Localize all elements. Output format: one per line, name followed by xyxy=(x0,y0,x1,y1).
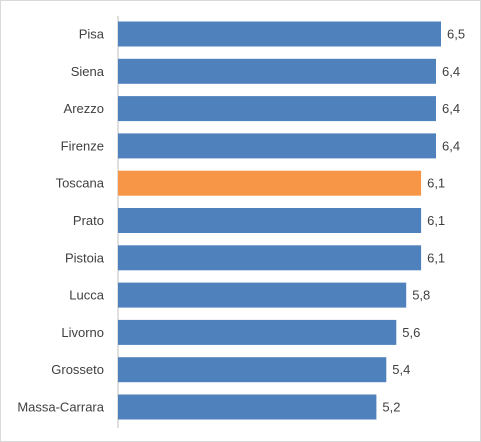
bar-lucca xyxy=(118,282,407,308)
category-label-prato: Prato xyxy=(73,213,104,228)
value-label-lucca: 5,8 xyxy=(412,288,430,303)
category-label-massa-carrara: Massa-Carrara xyxy=(17,400,104,415)
bar-toscana xyxy=(118,170,422,196)
value-label-grosseto: 5,4 xyxy=(392,362,410,377)
value-label-pistoia: 6,1 xyxy=(427,250,445,265)
category-label-arezzo: Arezzo xyxy=(64,101,104,116)
bar-massa-carrara xyxy=(118,394,377,420)
bar-prato xyxy=(118,208,422,233)
category-label-pistoia: Pistoia xyxy=(65,250,105,265)
bar-siena xyxy=(118,58,436,84)
category-label-firenze: Firenze xyxy=(61,138,104,153)
category-label-toscana: Toscana xyxy=(56,176,105,191)
value-label-toscana: 6,1 xyxy=(427,176,445,191)
bar-arezzo xyxy=(118,96,436,122)
bar-pisa xyxy=(118,21,441,47)
value-label-massa-carrara: 5,2 xyxy=(382,400,400,415)
bar-firenze xyxy=(118,133,436,159)
value-label-siena: 6,4 xyxy=(442,64,460,79)
category-label-lucca: Lucca xyxy=(69,288,104,303)
category-label-grosseto: Grosseto xyxy=(51,362,104,377)
value-label-firenze: 6,4 xyxy=(442,138,460,153)
value-label-arezzo: 6,4 xyxy=(442,101,460,116)
category-label-siena: Siena xyxy=(71,64,105,79)
bar-livorno xyxy=(118,319,397,345)
bar-grosseto xyxy=(118,357,387,383)
category-label-pisa: Pisa xyxy=(79,27,105,42)
value-label-prato: 6,1 xyxy=(427,213,445,228)
value-label-livorno: 5,6 xyxy=(402,325,420,340)
category-label-livorno: Livorno xyxy=(61,325,104,340)
value-label-pisa: 6,5 xyxy=(447,27,465,42)
bar-pistoia xyxy=(118,245,422,271)
